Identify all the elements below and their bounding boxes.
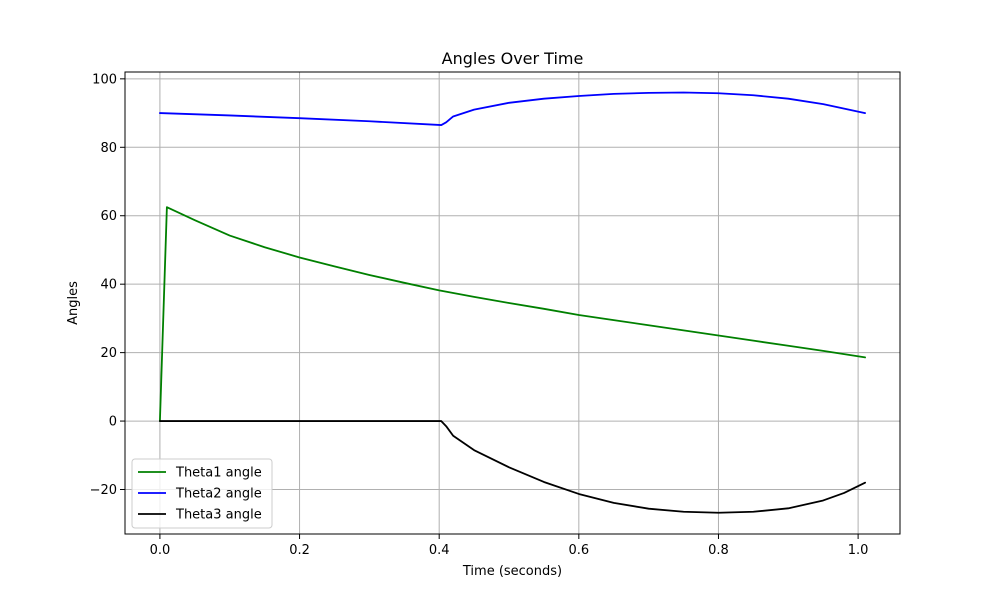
legend-entry-label: Theta1 angle	[175, 466, 262, 481]
series-line-1	[159, 206, 866, 422]
y-tick-label: 60	[100, 209, 117, 224]
x-tick-label: 0.2	[289, 543, 310, 558]
x-tick-label: 0.8	[708, 543, 729, 558]
y-axis-label: Angles	[66, 281, 81, 325]
y-tick-label: 100	[92, 72, 117, 87]
axes-frame	[124, 71, 901, 535]
x-tick-label: 0.6	[568, 543, 589, 558]
legend-entry-label: Theta2 angle	[175, 487, 262, 502]
x-tick-label: 0.4	[429, 543, 450, 558]
y-tick-label: 80	[100, 141, 117, 156]
y-tick-label: 20	[100, 346, 117, 361]
legend: Theta1 angle Theta2 angle Theta3 angle	[131, 458, 273, 529]
x-axis-label: Time (seconds)	[462, 564, 562, 579]
y-tick-label: 40	[100, 278, 117, 293]
legend-entry-label: Theta3 angle	[175, 508, 262, 523]
chart-title: Angles Over Time	[442, 49, 584, 68]
series-lines	[159, 91, 866, 514]
axis-ticks: 0.0 0.2 0.4 0.6 0.8 1.0 −20 0 20 40 60 80 100	[90, 72, 869, 558]
legend-box	[131, 458, 273, 529]
y-tick-label: −20	[90, 483, 117, 498]
series-line-2	[159, 91, 866, 126]
series-line-3	[159, 420, 866, 514]
x-tick-label: 0.0	[150, 543, 171, 558]
y-tick-label: 0	[109, 415, 117, 430]
plot-area-border	[124, 71, 901, 535]
x-tick-label: 1.0	[848, 543, 869, 558]
